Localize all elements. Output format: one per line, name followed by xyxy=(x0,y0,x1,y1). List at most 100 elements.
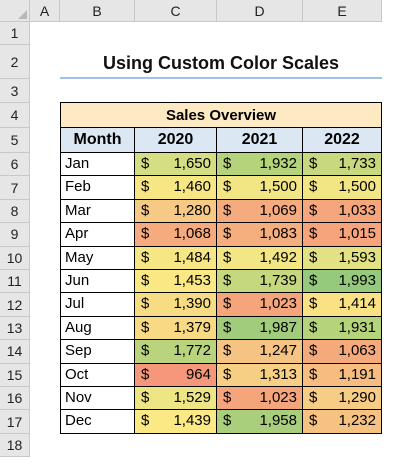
column-heading-month[interactable]: Month xyxy=(60,128,135,153)
sales-value-cell[interactable]: $1,191 xyxy=(303,363,382,387)
sales-amount: 1,500 xyxy=(338,178,376,196)
currency-symbol: $ xyxy=(141,155,150,172)
month-cell[interactable]: May xyxy=(60,246,135,270)
sales-amount: 1,379 xyxy=(173,318,211,336)
row-header-17[interactable]: 17 xyxy=(0,410,30,434)
sales-value-cell[interactable]: $1,733 xyxy=(303,153,382,177)
sales-amount: 1,247 xyxy=(259,342,297,360)
sales-value-cell[interactable]: $1,500 xyxy=(217,176,303,200)
sales-value-cell[interactable]: $1,460 xyxy=(135,176,217,200)
row-header-16[interactable]: 16 xyxy=(0,387,30,411)
month-cell[interactable]: Feb xyxy=(60,176,135,200)
sales-amount: 1,023 xyxy=(259,295,297,313)
column-heading-2022[interactable]: 2022 xyxy=(303,128,382,153)
sales-value-cell[interactable]: $1,772 xyxy=(135,340,217,364)
month-cell[interactable]: Oct xyxy=(60,363,135,387)
sales-value-cell[interactable]: $1,280 xyxy=(135,199,217,224)
currency-symbol: $ xyxy=(309,225,318,243)
currency-symbol: $ xyxy=(223,342,232,360)
column-heading-2020[interactable]: 2020 xyxy=(135,128,217,153)
sales-value-cell[interactable]: $1,987 xyxy=(217,316,303,341)
column-header-c[interactable]: C xyxy=(135,0,217,22)
month-cell[interactable]: Jun xyxy=(60,270,135,294)
select-all-triangle-icon xyxy=(18,10,27,19)
sales-value-cell[interactable]: $1,484 xyxy=(135,246,217,270)
sales-value-cell[interactable]: $1,379 xyxy=(135,316,217,341)
sheet-title[interactable]: Using Custom Color Scales xyxy=(102,53,340,73)
row-header-10[interactable]: 10 xyxy=(0,246,30,270)
sales-amount: 1,484 xyxy=(173,248,211,266)
currency-symbol: $ xyxy=(223,272,232,289)
currency-symbol: $ xyxy=(141,201,150,219)
row-header-13[interactable]: 13 xyxy=(0,316,30,341)
row-header-3[interactable]: 3 xyxy=(0,79,30,103)
month-cell[interactable]: Aug xyxy=(60,316,135,341)
currency-symbol: $ xyxy=(223,201,232,219)
sales-value-cell[interactable]: $1,439 xyxy=(135,410,217,434)
month-cell[interactable]: Mar xyxy=(60,199,135,224)
sales-value-cell[interactable]: $964 xyxy=(135,363,217,387)
sales-value-cell[interactable]: $1,015 xyxy=(303,223,382,247)
sales-value-cell[interactable]: $1,069 xyxy=(217,199,303,224)
sales-value-cell[interactable]: $1,958 xyxy=(217,410,303,434)
sales-value-cell[interactable]: $1,023 xyxy=(217,387,303,411)
column-heading-2021[interactable]: 2021 xyxy=(217,128,303,153)
sales-amount: 1,023 xyxy=(259,389,297,406)
sales-value-cell[interactable]: $1,033 xyxy=(303,199,382,224)
row-header-6[interactable]: 6 xyxy=(0,153,30,177)
currency-symbol: $ xyxy=(223,412,232,430)
row-header-4[interactable]: 4 xyxy=(0,103,30,128)
sales-value-cell[interactable]: $1,593 xyxy=(303,246,382,270)
sales-value-cell[interactable]: $1,650 xyxy=(135,153,217,177)
column-header-e[interactable]: E xyxy=(303,0,382,22)
sales-value-cell[interactable]: $1,390 xyxy=(135,293,217,317)
row-header-18[interactable]: 18 xyxy=(0,433,30,458)
select-all-corner[interactable] xyxy=(0,0,30,22)
sales-value-cell[interactable]: $1,068 xyxy=(135,223,217,247)
row-header-11[interactable]: 11 xyxy=(0,270,30,294)
sales-value-cell[interactable]: $1,931 xyxy=(303,316,382,341)
sales-value-cell[interactable]: $1,492 xyxy=(217,246,303,270)
row-header-5[interactable]: 5 xyxy=(0,128,30,153)
month-cell[interactable]: Sep xyxy=(60,340,135,364)
currency-symbol: $ xyxy=(309,248,318,266)
row-header-15[interactable]: 15 xyxy=(0,363,30,387)
sales-value-cell[interactable]: $1,414 xyxy=(303,293,382,317)
sales-value-cell[interactable]: $1,453 xyxy=(135,270,217,294)
column-header-a[interactable]: A xyxy=(30,0,60,22)
row-header-8[interactable]: 8 xyxy=(0,199,30,224)
sales-value-cell[interactable]: $1,529 xyxy=(135,387,217,411)
sales-value-cell[interactable]: $1,083 xyxy=(217,223,303,247)
month-cell[interactable]: Dec xyxy=(60,410,135,434)
month-cell[interactable]: Nov xyxy=(60,387,135,411)
sales-value-cell[interactable]: $1,739 xyxy=(217,270,303,294)
sales-amount: 1,069 xyxy=(259,201,297,219)
sales-value-cell[interactable]: $1,023 xyxy=(217,293,303,317)
row-header-2[interactable]: 2 xyxy=(0,45,30,79)
column-header-d[interactable]: D xyxy=(217,0,303,22)
sales-value-cell[interactable]: $1,247 xyxy=(217,340,303,364)
sales-value-cell[interactable]: $1,232 xyxy=(303,410,382,434)
month-cell[interactable]: Jul xyxy=(60,293,135,317)
sales-amount: 1,733 xyxy=(338,155,376,172)
column-header-b[interactable]: B xyxy=(60,0,135,22)
sales-value-cell[interactable]: $1,063 xyxy=(303,340,382,364)
sales-value-cell[interactable]: $1,290 xyxy=(303,387,382,411)
row-header-1[interactable]: 1 xyxy=(0,22,30,45)
row-header-7[interactable]: 7 xyxy=(0,176,30,200)
sales-overview-header[interactable]: Sales Overview xyxy=(60,102,382,128)
month-cell[interactable]: Apr xyxy=(60,223,135,247)
row-header-14[interactable]: 14 xyxy=(0,340,30,364)
sales-value-cell[interactable]: $1,932 xyxy=(217,153,303,177)
currency-symbol: $ xyxy=(223,155,232,172)
currency-symbol: $ xyxy=(309,365,318,383)
currency-symbol: $ xyxy=(223,248,232,266)
sales-value-cell[interactable]: $1,313 xyxy=(217,363,303,387)
row-header-12[interactable]: 12 xyxy=(0,293,30,317)
sales-amount: 1,033 xyxy=(338,201,376,219)
sales-value-cell[interactable]: $1,500 xyxy=(303,176,382,200)
row-header-9[interactable]: 9 xyxy=(0,223,30,247)
sales-value-cell[interactable]: $1,993 xyxy=(303,270,382,294)
currency-symbol: $ xyxy=(309,318,318,336)
month-cell[interactable]: Jan xyxy=(60,153,135,177)
